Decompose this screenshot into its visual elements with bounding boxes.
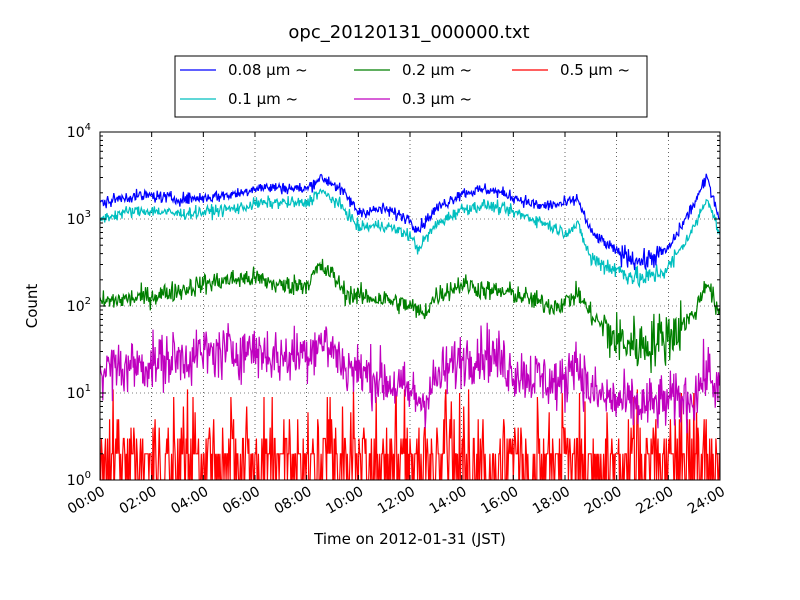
legend-frame xyxy=(174,55,648,118)
series-layer xyxy=(100,173,720,480)
y-tick-exponent: 3 xyxy=(85,209,91,220)
series-line xyxy=(100,389,720,480)
x-axis-label: Time on 2012-01-31 (JST) xyxy=(313,530,506,548)
y-tick-exponent: 4 xyxy=(85,122,91,133)
chart-title: opc_20120131_000000.txt xyxy=(288,22,529,43)
grid xyxy=(100,132,720,480)
legend-label: 0.2 μm ~ xyxy=(402,61,472,79)
y-tick-exponent: 0 xyxy=(85,470,91,481)
y-axis-label: Count xyxy=(23,284,41,329)
legend-label: 0.5 μm ~ xyxy=(560,61,630,79)
series-line xyxy=(100,258,720,374)
legend-label: 0.1 μm ~ xyxy=(228,90,298,108)
series-line xyxy=(100,173,720,271)
series-line xyxy=(100,322,720,434)
legend-label: 0.3 μm ~ xyxy=(402,90,472,108)
y-tick-exponent: 2 xyxy=(85,296,91,307)
legend: 0.08 μm ~ 0.1 μm ~ 0.2 μm ~ 0.3 μm ~ 0.5 μm … xyxy=(174,55,648,118)
series-line xyxy=(100,188,720,289)
y-tick-exponent: 1 xyxy=(85,383,91,394)
legend-label: 0.08 μm ~ xyxy=(228,61,308,79)
